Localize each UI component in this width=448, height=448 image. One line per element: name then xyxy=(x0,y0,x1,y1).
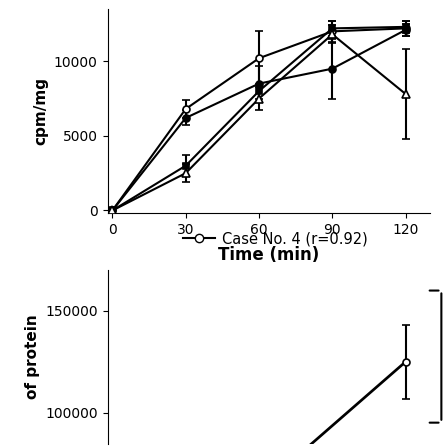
Legend: Case No. 4 (r=0.92): Case No. 4 (r=0.92) xyxy=(177,225,374,252)
Y-axis label: cpm/mg: cpm/mg xyxy=(33,77,48,145)
Y-axis label: of protein: of protein xyxy=(25,314,39,399)
X-axis label: Time (min): Time (min) xyxy=(218,246,319,263)
